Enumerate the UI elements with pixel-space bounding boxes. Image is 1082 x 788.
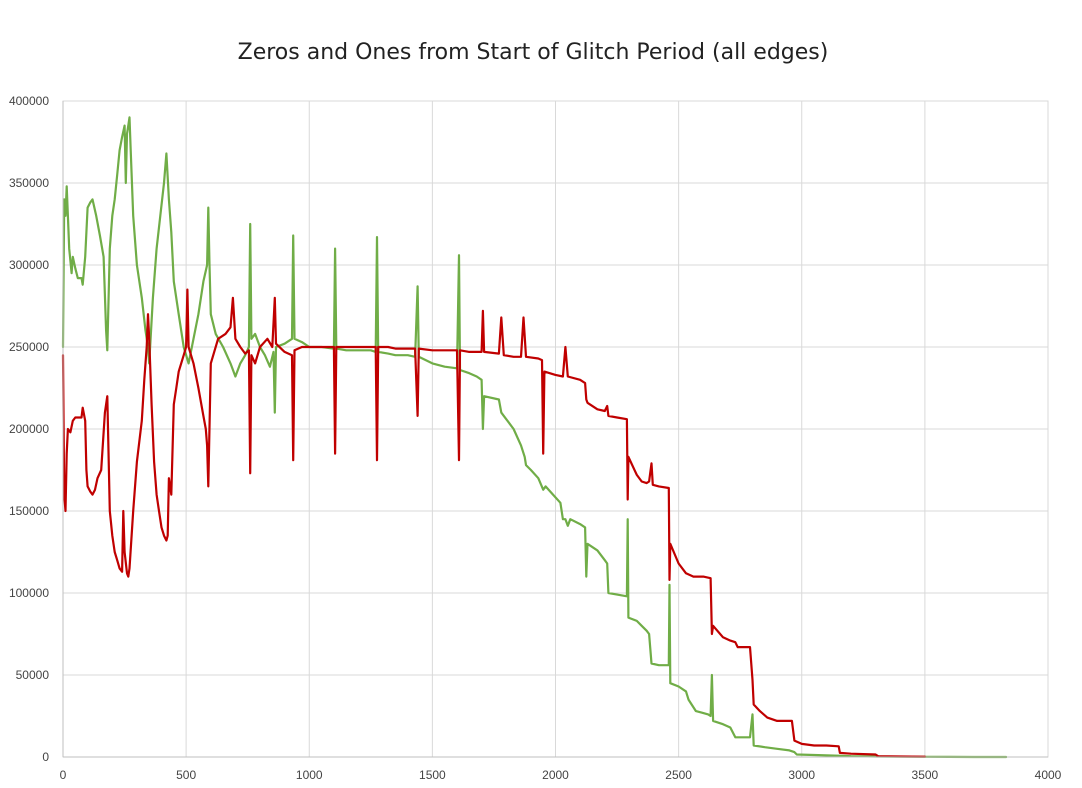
y-tick-label: 50000	[16, 668, 50, 682]
x-tick-labels: 0 500 1000 1500 2000 2500 3000 3500 4000	[60, 768, 1062, 782]
y-tick-label: 150000	[9, 504, 49, 518]
y-tick-label: 0	[42, 750, 49, 764]
x-tick-label: 0	[60, 768, 67, 782]
series-line-green	[61, 116, 1008, 759]
x-tick-label: 1500	[419, 768, 446, 782]
y-tick-label: 400000	[9, 94, 49, 108]
y-tick-label: 100000	[9, 586, 49, 600]
chart-title: Zeros and Ones from Start of Glitch Peri…	[238, 40, 829, 65]
y-tick-label: 300000	[9, 258, 49, 272]
y-tick-labels: 0 50000 100000 150000 200000 250000 300000 3500…	[9, 94, 49, 764]
y-tick-label: 200000	[9, 422, 49, 436]
y-tick-label: 350000	[9, 176, 49, 190]
gridlines	[63, 100, 1049, 757]
x-tick-label: 2500	[665, 768, 692, 782]
series-line-red	[61, 288, 926, 758]
x-tick-label: 1000	[296, 768, 323, 782]
y-tick-label: 250000	[9, 340, 49, 354]
x-tick-label: 3000	[788, 768, 815, 782]
x-tick-label: 2000	[542, 768, 569, 782]
series-group	[61, 116, 1008, 759]
x-tick-label: 3500	[912, 768, 939, 782]
x-tick-label: 500	[176, 768, 196, 782]
axes	[62, 101, 1048, 758]
x-tick-label: 4000	[1035, 768, 1062, 782]
